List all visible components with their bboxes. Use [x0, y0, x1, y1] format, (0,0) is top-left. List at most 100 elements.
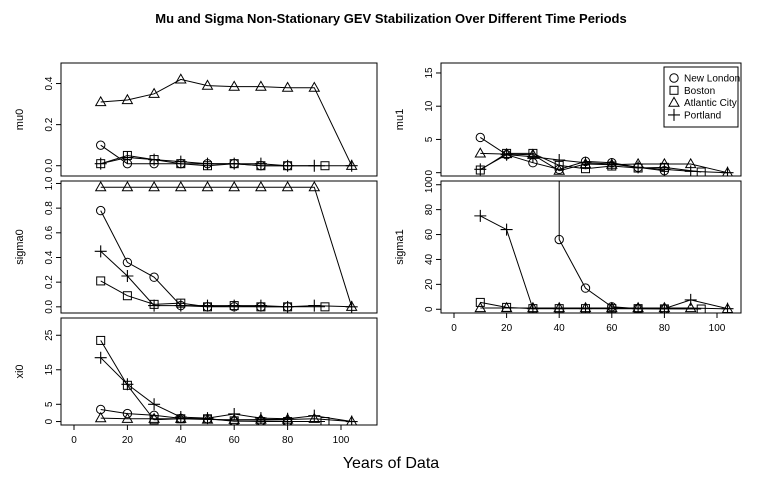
data-point [500, 148, 513, 161]
data-point [526, 150, 539, 163]
data-point [94, 245, 107, 258]
y-tick-label: 40 [424, 253, 435, 265]
data-point [605, 302, 618, 313]
data-point [255, 181, 267, 192]
data-point [308, 159, 321, 172]
data-point [684, 165, 697, 176]
data-point [526, 302, 539, 313]
data-point [721, 166, 734, 176]
x-tick-label: 100 [333, 435, 350, 446]
legend-label: Boston [684, 86, 715, 97]
y-tick-label: 0.6 [44, 225, 55, 239]
data-point [228, 181, 241, 192]
panel-sigma0: 0.0 0.2 0.4 0.6 0.8 1.0 sigma0 [14, 176, 378, 314]
data-point [228, 80, 241, 91]
data-point [684, 301, 697, 313]
data-point [308, 181, 321, 192]
data-point [554, 234, 564, 245]
data-point [281, 81, 294, 92]
data-point [632, 161, 645, 174]
series-line-portland [100, 156, 352, 167]
data-point [308, 409, 321, 422]
x-tick-label: 20 [501, 323, 513, 334]
x-tick-label: 60 [229, 435, 241, 446]
data-point [94, 351, 107, 364]
data-point [281, 159, 294, 172]
y-tick-label: 1.0 [44, 176, 55, 190]
legend-label: New London [684, 74, 740, 85]
data-point [96, 205, 106, 216]
data-point [254, 412, 267, 425]
x-tick-label: 100 [709, 323, 726, 334]
legend-label: Atlantic City [684, 98, 737, 109]
series-line-atlantic-city [100, 417, 352, 422]
data-point [605, 158, 618, 171]
data-point [148, 87, 160, 98]
data-point [308, 412, 321, 423]
data-point [148, 181, 160, 192]
plot-frame [440, 62, 742, 177]
y-tick-label: 0.0 [44, 158, 55, 172]
plot-frame [60, 180, 378, 314]
data-point [474, 163, 487, 176]
series-group [474, 132, 734, 176]
data-point [722, 166, 733, 176]
legend-marker-circle [669, 73, 679, 83]
data-point [148, 398, 161, 411]
data-point [122, 257, 133, 268]
data-point [281, 412, 294, 425]
panel-mu1: 0 5 10 15 mu1 [394, 62, 742, 177]
y-tick-label: 0 [424, 169, 435, 175]
y-axis-label: mu1 [394, 109, 406, 130]
x-tick-label: 0 [71, 435, 77, 446]
x-tick-label: 80 [659, 323, 671, 334]
series-line-atlantic-city [100, 186, 353, 307]
data-point [308, 81, 321, 92]
data-point [121, 151, 134, 164]
data-point [228, 157, 241, 170]
series-line-portland [480, 215, 728, 310]
series-line-atlantic-city [480, 307, 728, 310]
data-point [696, 304, 706, 313]
y-tick-label: 0.8 [44, 201, 55, 215]
y-tick-label: 80 [424, 204, 435, 216]
series-group [94, 335, 358, 425]
data-point [500, 301, 513, 313]
data-point [174, 73, 187, 84]
data-point [281, 181, 294, 192]
x-tick-label: 60 [606, 323, 618, 334]
data-point [148, 153, 161, 166]
y-tick-label: 0.4 [44, 250, 55, 264]
data-point [281, 300, 294, 313]
data-point [474, 147, 487, 158]
y-tick-label: 25 [44, 329, 55, 341]
data-point [96, 140, 106, 150]
figure-title: Mu and Sigma Non-Stationary GEV Stabiliz… [155, 11, 627, 26]
data-point [474, 209, 487, 222]
series-line-portland [100, 250, 352, 308]
data-point [96, 276, 106, 286]
data-point [658, 302, 671, 313]
series-group [474, 181, 734, 313]
series-line-portland [480, 154, 728, 174]
data-point [553, 154, 566, 167]
plot-frame [440, 180, 742, 314]
data-point [254, 299, 267, 312]
series-line-boston [100, 340, 325, 422]
data-point [94, 411, 107, 423]
data-point [308, 299, 321, 312]
y-tick-label: 0.2 [44, 117, 55, 131]
legend-label: Portland [684, 110, 721, 121]
data-point [320, 302, 330, 312]
data-point [149, 272, 159, 282]
x-tick-label: 80 [282, 435, 294, 446]
y-tick-label: 0.4 [44, 76, 55, 90]
panel-xi0: 0 5 15 25 xi0 0 20 40 60 80 100 [14, 317, 378, 446]
y-tick-label: 15 [424, 67, 435, 79]
y-axis-label: mu0 [14, 109, 26, 130]
data-point [201, 157, 214, 170]
data-point [345, 300, 358, 313]
data-point [96, 335, 106, 345]
data-point [580, 283, 591, 293]
